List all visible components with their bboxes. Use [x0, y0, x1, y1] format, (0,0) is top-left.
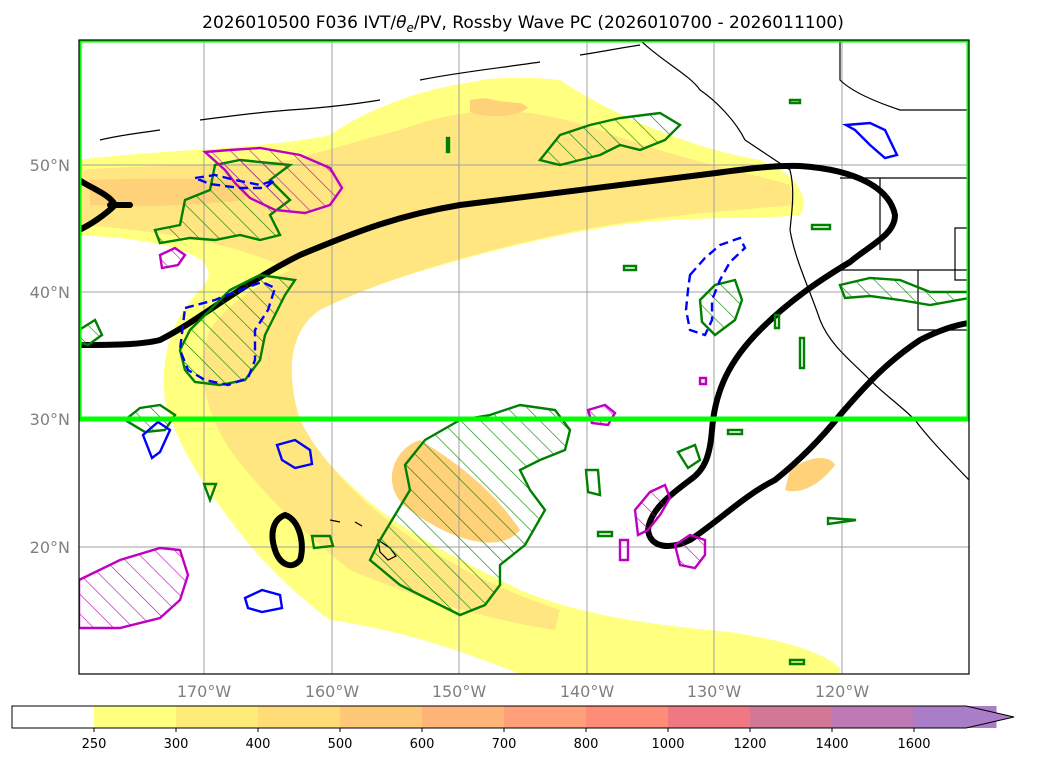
- pv-blue-solid: [141, 121, 899, 614]
- pv-magenta-hatched: [79, 146, 707, 630]
- lon-label: 170°W: [177, 682, 232, 701]
- lat-label: 40°N: [30, 283, 70, 302]
- colorbar-swatch: [94, 706, 177, 728]
- lon-label: 160°W: [305, 682, 360, 701]
- colorbar-tick-label: 600: [410, 737, 435, 752]
- colorbar-swatch: [504, 706, 587, 728]
- colorbar-swatch: [258, 706, 341, 728]
- lon-label: 130°W: [687, 682, 742, 701]
- highlight-box: [79, 40, 969, 422]
- colorbar-outline: [11, 705, 1015, 729]
- colorbar-swatch: [340, 706, 423, 728]
- colorbar-extend-arrow: [914, 706, 1014, 728]
- colorbar-swatch: [832, 706, 915, 728]
- lon-label: 140°W: [560, 682, 615, 701]
- pv-green-small: [202, 98, 857, 666]
- colorbar-tick-label: 1600: [897, 737, 930, 752]
- colorbar: 250 300 400 500 600 700 800 1000 1200 1400 1600: [11, 705, 1015, 752]
- lat-label: 20°N: [30, 538, 70, 557]
- colorbar-tick-label: 1400: [815, 737, 848, 752]
- lon-label: 120°W: [815, 682, 870, 701]
- colorbar-swatch: [750, 706, 833, 728]
- colorbar-tick-label: 800: [574, 737, 599, 752]
- map-panel: [79, 40, 969, 674]
- colorbar-swatch: [586, 706, 669, 728]
- colorbar-swatch: [668, 706, 751, 728]
- colorbar-tick-label: 1200: [733, 737, 766, 752]
- colorbar-tick-label: 700: [492, 737, 517, 752]
- pv-magenta-small: [618, 376, 708, 562]
- pv-blue-dashed: [178, 173, 747, 387]
- colorbar-tick-label: 300: [164, 737, 189, 752]
- map-frame: [78, 39, 970, 675]
- theta-e-contours: [79, 162, 969, 569]
- lat-labels: 50°N 40°N 30°N 20°N: [30, 156, 70, 557]
- map-title: 2026010500 F036 IVT/θe/PV, Rossby Wave P…: [202, 13, 844, 35]
- colorbar-tick-label: 250: [82, 737, 107, 752]
- colorbar-tick-label: 500: [328, 737, 353, 752]
- colorbar-tick-label: 1000: [651, 737, 684, 752]
- lon-label: 150°W: [432, 682, 487, 701]
- colorbar-swatch: [176, 706, 259, 728]
- pv-green-hatched: [79, 111, 969, 617]
- lat-label: 50°N: [30, 156, 70, 175]
- lat-label: 30°N: [30, 410, 70, 429]
- lon-labels: 170°W 160°W 150°W 140°W 130°W 120°W: [177, 682, 870, 701]
- coastlines: [99, 40, 969, 561]
- colorbar-tick-label: 400: [246, 737, 271, 752]
- colorbar-swatch: [12, 706, 95, 728]
- colorbar-swatch: [422, 706, 505, 728]
